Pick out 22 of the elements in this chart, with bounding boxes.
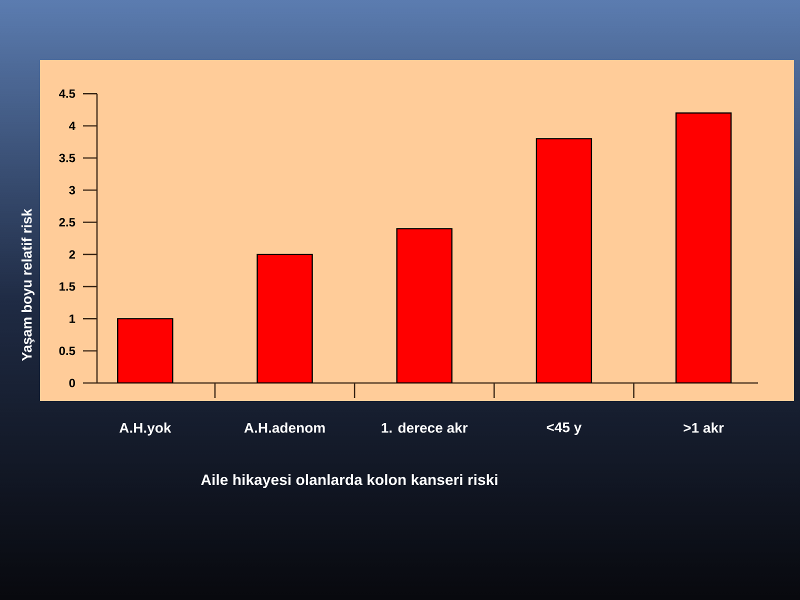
- y-tick-label: 1: [70, 314, 76, 323]
- y-tick-label: 0.5: [59, 346, 76, 356]
- y-tick-label: 4.5: [58, 90, 76, 98]
- bar: [256, 254, 313, 383]
- y-tick-label: 3: [69, 186, 76, 194]
- x-tick-label: A.H.yok: [119, 422, 172, 436]
- y-tick-label: 2: [69, 250, 75, 259]
- y-tick-label: 3.5: [59, 154, 76, 162]
- y-tick-label: 4: [68, 122, 76, 130]
- y-axis-title: Yaşam boyu relatif risk: [21, 208, 35, 361]
- y-tick-label: 1.5: [60, 282, 76, 291]
- bar: [117, 318, 174, 383]
- x-tick-label: <45 y: [546, 422, 582, 436]
- x-tick-label: >1 akr: [684, 422, 724, 433]
- bar: [675, 112, 732, 383]
- y-tick-label: 0: [69, 378, 75, 388]
- bar: [536, 138, 592, 383]
- x-tick-label: 1. derece akr: [382, 422, 468, 433]
- x-tick-label: A.H.adenom: [244, 422, 325, 433]
- x-axis-title: Aile hikayesi olanlarda kolon kanseri riski: [201, 474, 498, 488]
- bar: [396, 228, 452, 383]
- y-tick-label: 2.5: [59, 218, 76, 227]
